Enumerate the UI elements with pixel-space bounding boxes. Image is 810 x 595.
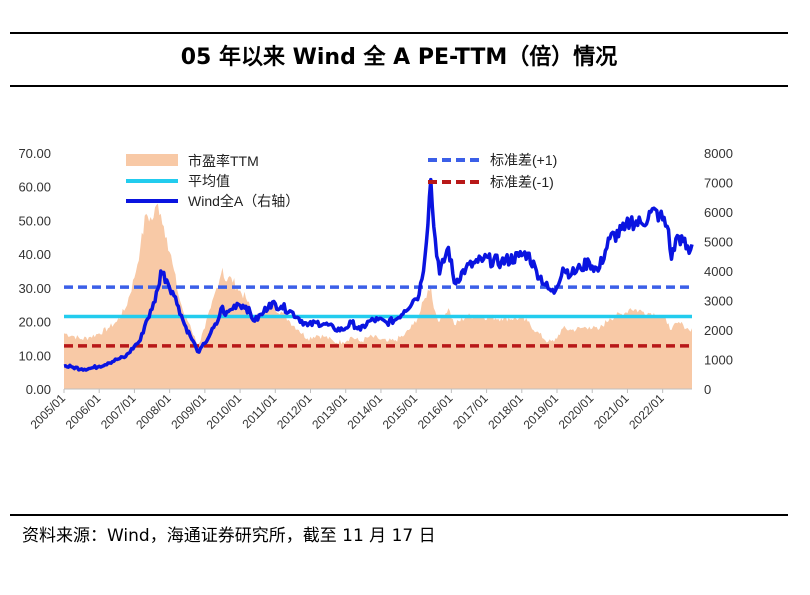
x-tick-label: 2010/01 xyxy=(204,391,245,432)
legend-index-label: Wind全A（右轴） xyxy=(188,193,299,209)
wind-all-a-line xyxy=(63,177,694,372)
y-left-tick-label: 70.00 xyxy=(18,146,51,161)
x-tick-label: 2019/01 xyxy=(521,391,562,432)
title-rule xyxy=(10,85,788,87)
y-right-tick-label: 1000 xyxy=(704,353,733,368)
top-rule xyxy=(10,32,788,34)
x-tick-label: 2009/01 xyxy=(168,391,209,432)
x-tick-label: 2017/01 xyxy=(450,391,491,432)
x-tick-label: 2011/01 xyxy=(239,391,279,431)
pe-area-layer xyxy=(64,203,692,389)
legend-minus1-label: 标准差(-1) xyxy=(490,174,554,190)
legend-pe-label: 市盈率TTM xyxy=(188,153,259,169)
index-line-layer xyxy=(63,177,694,372)
x-tick-label: 2013/01 xyxy=(309,391,350,432)
y-right-tick-label: 0 xyxy=(704,382,711,397)
y-right-tick-label: 6000 xyxy=(704,205,733,220)
y-left-tick-label: 30.00 xyxy=(18,281,51,296)
x-tick-label: 2014/01 xyxy=(344,391,385,432)
y-right-tick-label: 5000 xyxy=(704,235,733,250)
x-tick-label: 2012/01 xyxy=(274,391,315,432)
x-tick-label: 2018/01 xyxy=(485,391,526,432)
chart-title: 05 年以来 Wind 全 A PE-TTM（倍）情况 xyxy=(180,45,618,70)
x-tick-label: 2005/01 xyxy=(28,391,69,432)
y-right-tick-label: 3000 xyxy=(704,294,733,309)
x-tick-label: 2006/01 xyxy=(63,391,104,432)
y-left-tick-label: 0.00 xyxy=(26,382,51,397)
x-tick-label: 2021/01 xyxy=(591,391,632,432)
y-right-tick-label: 7000 xyxy=(704,176,733,191)
x-tick-label: 2007/01 xyxy=(98,391,139,432)
y-left-tick-label: 10.00 xyxy=(18,348,51,363)
bottom-rule xyxy=(10,514,788,516)
y-right-tick-label: 4000 xyxy=(704,264,733,279)
y-right-tick-label: 8000 xyxy=(704,146,733,161)
y-left-tick-label: 50.00 xyxy=(18,213,51,228)
legend: 市盈率TTM 平均值 Wind全A（右轴） 标准差(+1) 标准差(-1) xyxy=(126,152,557,209)
x-tick-label: 2020/01 xyxy=(556,391,597,432)
x-tick-label: 2022/01 xyxy=(626,391,667,432)
x-tick-label: 2015/01 xyxy=(380,391,421,432)
legend-plus1-label: 标准差(+1) xyxy=(490,152,557,168)
y-left-tick-label: 40.00 xyxy=(18,247,51,262)
source-note: 资料来源：Wind，海通证券研究所，截至 11 月 17 日 xyxy=(22,526,436,546)
x-tick-label: 2008/01 xyxy=(133,391,174,432)
legend-pe-swatch xyxy=(126,154,178,166)
y-left-tick-label: 60.00 xyxy=(18,180,51,195)
x-tick-label: 2016/01 xyxy=(415,391,456,432)
y-left-tick-label: 20.00 xyxy=(18,315,51,330)
pe-ttm-area xyxy=(64,203,692,389)
y-right-tick-label: 2000 xyxy=(704,323,733,338)
legend-mean-label: 平均值 xyxy=(188,173,230,189)
